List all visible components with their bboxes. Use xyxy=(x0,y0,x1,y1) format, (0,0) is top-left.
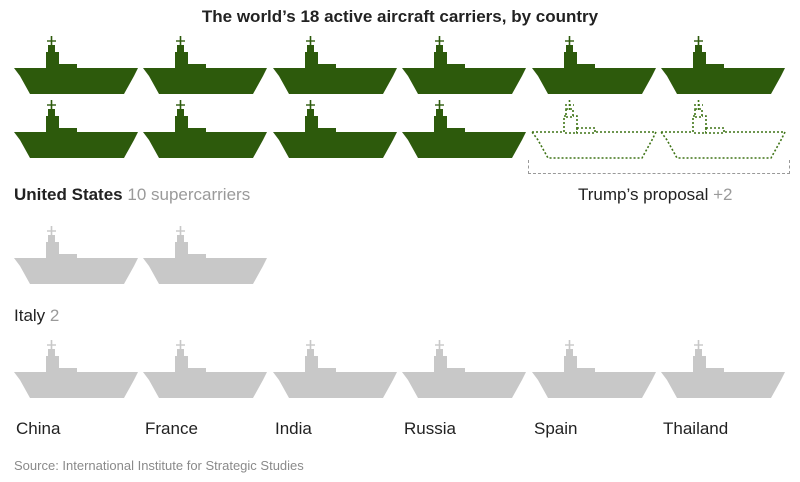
carrier-icon-us-2 xyxy=(143,36,267,94)
proposal-count: +2 xyxy=(713,185,733,204)
carrier-icon-us-9 xyxy=(273,100,397,158)
carrier-icon-italy-2 xyxy=(143,226,267,284)
carrier-icon-us-8 xyxy=(143,100,267,158)
proposal-bracket xyxy=(528,160,790,174)
label-russia: Russia xyxy=(404,419,456,438)
carrier-icon-us-1 xyxy=(14,36,138,94)
label-thailand: Thailand xyxy=(663,419,729,438)
label-france: France xyxy=(145,419,198,438)
carrier-icon-france xyxy=(143,340,267,398)
italy-label: Italy 2 xyxy=(14,306,59,326)
us-name: United States xyxy=(14,185,123,204)
source-note: Source: International Institute for Stra… xyxy=(14,458,304,473)
carrier-icon-russia xyxy=(402,340,526,398)
carrier-icon-thailand xyxy=(661,340,785,398)
carrier-icon-italy-1 xyxy=(14,226,138,284)
carrier-icon-india xyxy=(273,340,397,398)
carrier-icon-china xyxy=(14,340,138,398)
carrier-icon-spain xyxy=(532,340,656,398)
carrier-icon-proposed-2 xyxy=(659,100,787,159)
us-label: United States 10 supercarriers xyxy=(14,185,250,205)
label-china: China xyxy=(16,419,61,438)
proposal-label: Trump’s proposal +2 xyxy=(578,185,733,205)
carrier-icon-us-10 xyxy=(402,100,526,158)
label-india: India xyxy=(275,419,312,438)
carrier-icon-us-6 xyxy=(661,36,785,94)
label-spain: Spain xyxy=(534,419,578,438)
carrier-icon-proposed-1 xyxy=(530,100,658,159)
carrier-icon-us-3 xyxy=(273,36,397,94)
proposal-name: Trump’s proposal xyxy=(578,185,709,204)
italy-name: Italy xyxy=(14,306,46,325)
chart-title: The world’s 18 active aircraft carriers,… xyxy=(201,7,599,26)
carrier-icon-us-7 xyxy=(14,100,138,158)
italy-count: 2 xyxy=(49,306,60,325)
us-count: 10 supercarriers xyxy=(127,185,251,204)
carrier-icon-us-5 xyxy=(532,36,656,94)
carrier-icon-us-4 xyxy=(402,36,526,94)
